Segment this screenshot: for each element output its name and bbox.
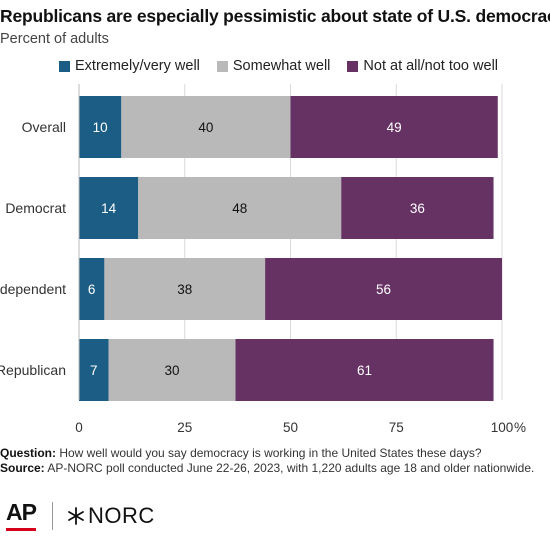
x-tick-label: 75 <box>389 420 404 435</box>
chart-subtitle: Percent of adults <box>0 31 109 47</box>
x-tick-label: 25 <box>177 420 192 435</box>
x-unit-label: % <box>514 420 526 435</box>
data-label: 10 <box>93 120 108 135</box>
bar-segment <box>265 258 502 320</box>
legend-item-extremely-very-well: Extremely/very well <box>59 58 200 74</box>
norc-logo: NORC <box>67 503 155 529</box>
x-tick-label: 0 <box>75 420 83 435</box>
bar-segment <box>104 258 266 320</box>
data-label: 14 <box>101 201 117 216</box>
question-text: How well would you say democracy is work… <box>59 446 482 460</box>
data-label: 6 <box>88 282 96 297</box>
legend-item-somewhat-well: Somewhat well <box>216 58 331 74</box>
bar-segment <box>79 339 109 401</box>
bar-segment <box>290 96 498 158</box>
data-label: 7 <box>90 363 98 378</box>
legend: Extremely/very well Somewhat well Not at… <box>59 58 515 74</box>
x-tick-label: 100 <box>491 420 514 435</box>
bar-segment <box>341 177 494 239</box>
category-label: Overall <box>22 119 66 135</box>
bar-segment <box>121 96 291 158</box>
ap-logo-text: AP <box>6 499 37 525</box>
bar-segment <box>108 339 236 401</box>
legend-swatch <box>59 60 70 72</box>
bar-segment <box>79 96 122 158</box>
norc-logo-text: NORC <box>88 502 155 528</box>
chart-title: Republicans are especially pessimistic a… <box>0 6 550 26</box>
bar-segment <box>79 258 105 320</box>
data-label: 36 <box>410 201 425 216</box>
logo-bar: AP NORC <box>6 500 155 531</box>
ap-logo: AP <box>6 499 37 531</box>
data-label: 49 <box>387 120 402 135</box>
norc-star-icon <box>68 506 84 525</box>
question-label: Question: <box>0 446 56 460</box>
bar-segment <box>235 339 494 401</box>
bar-segment <box>138 177 342 239</box>
category-label: Independent <box>0 281 66 297</box>
legend-swatch <box>347 60 359 72</box>
legend-swatch <box>216 60 228 72</box>
category-label: Democrat <box>5 200 66 216</box>
category-label: Republican <box>0 362 66 378</box>
legend-label: Not at all/not too well <box>363 58 499 74</box>
chart-notes: Question: How well would you say democra… <box>0 446 534 476</box>
stacked-bar-chart: 0 25 50 75 100% Overall 10 40 49 Democrat 14 48 36 In… <box>0 84 526 435</box>
data-label: 48 <box>232 201 247 216</box>
source-text: AP-NORC poll conducted June 22-26, 2023,… <box>47 461 535 475</box>
ap-logo-underline <box>6 528 36 531</box>
source-label: Source: <box>0 461 45 475</box>
source-note: Source: AP-NORC poll conducted June 22-2… <box>0 461 534 476</box>
legend-label: Extremely/very well <box>75 58 200 74</box>
data-label: 56 <box>376 282 391 297</box>
data-label: 38 <box>177 282 192 297</box>
legend-item-not-well: Not at all/not too well <box>347 58 498 74</box>
question-note: Question: How well would you say democra… <box>0 446 534 461</box>
logo-divider <box>52 501 53 530</box>
data-label: 30 <box>165 363 180 378</box>
bar-segment <box>79 177 139 239</box>
data-label: 40 <box>198 120 213 135</box>
data-label: 61 <box>357 363 372 378</box>
x-tick-label: 50 <box>283 420 298 435</box>
legend-label: Somewhat well <box>232 58 331 74</box>
